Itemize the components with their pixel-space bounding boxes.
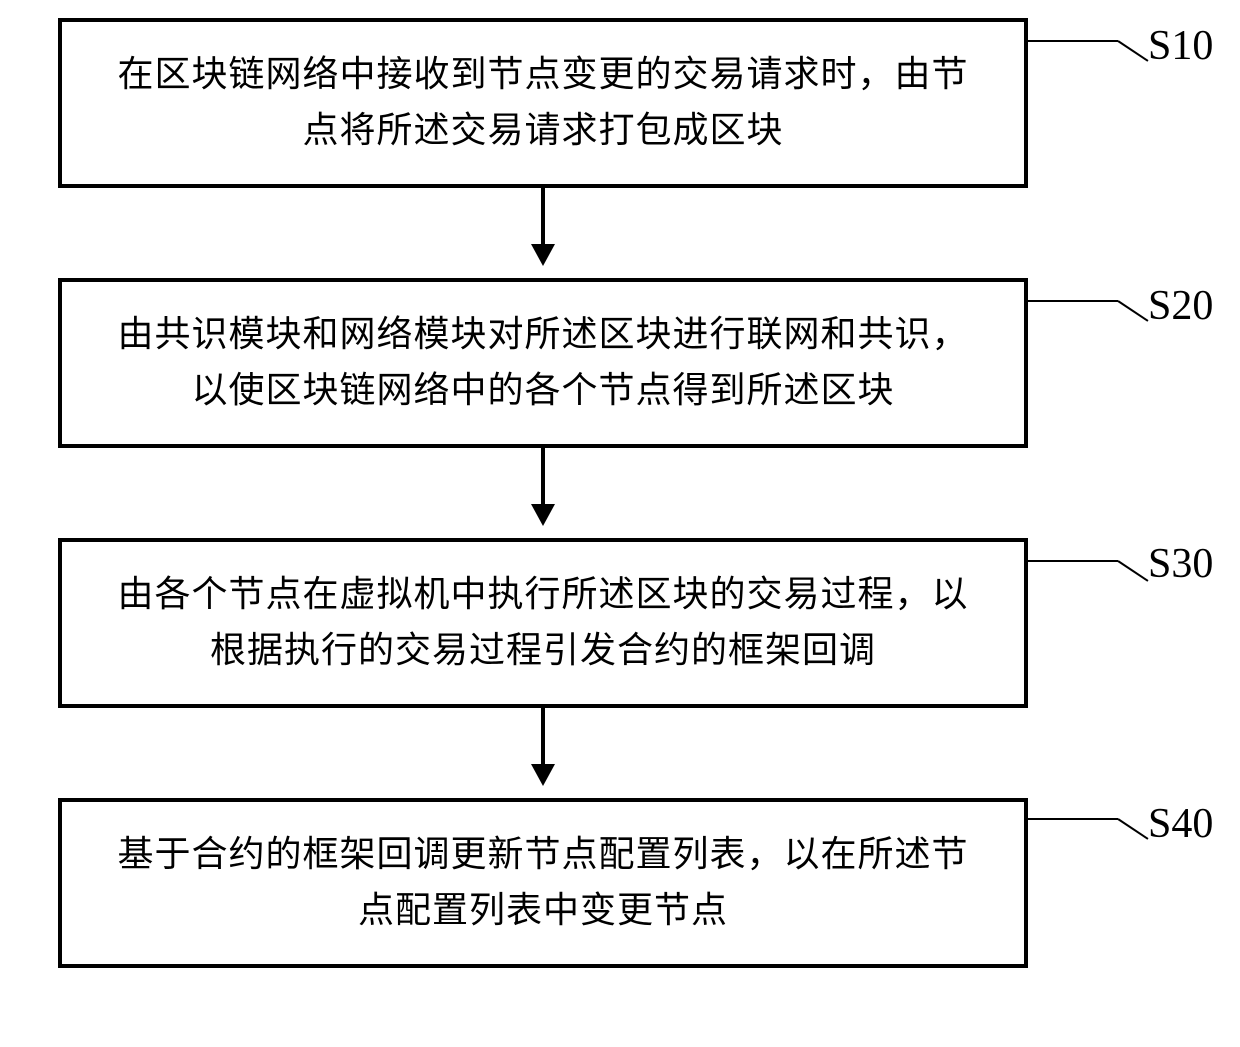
connector-line: [1028, 818, 1118, 820]
step-label: S40: [1148, 800, 1213, 848]
step-box: 在区块链网络中接收到节点变更的交易请求时，由节点将所述交易请求打包成区块: [58, 18, 1028, 188]
arrow-head-icon: [531, 244, 555, 266]
connector-line: [1028, 300, 1118, 302]
step-box: 由共识模块和网络模块对所述区块进行联网和共识，以使区块链网络中的各个节点得到所述…: [58, 278, 1028, 448]
step-label: S10: [1148, 22, 1213, 70]
connector-line: [1028, 560, 1118, 562]
step-text: 在区块链网络中接收到节点变更的交易请求时，由节点将所述交易请求打包成区块: [102, 47, 984, 159]
arrow-head-icon: [531, 504, 555, 526]
step-box: 由各个节点在虚拟机中执行所述区块的交易过程，以根据执行的交易过程引发合约的框架回…: [58, 538, 1028, 708]
step-text: 基于合约的框架回调更新节点配置列表，以在所述节点配置列表中变更节点: [102, 827, 984, 939]
step-text: 由共识模块和网络模块对所述区块进行联网和共识，以使区块链网络中的各个节点得到所述…: [102, 307, 984, 419]
step-box: 基于合约的框架回调更新节点配置列表，以在所述节点配置列表中变更节点: [58, 798, 1028, 968]
step-label: S30: [1148, 540, 1213, 588]
connector-line: [1117, 40, 1148, 62]
arrow-down-icon: [541, 188, 545, 244]
flowchart-diagram: 在区块链网络中接收到节点变更的交易请求时，由节点将所述交易请求打包成区块 S10…: [0, 0, 1240, 1047]
arrow-down-icon: [541, 708, 545, 764]
step-text: 由各个节点在虚拟机中执行所述区块的交易过程，以根据执行的交易过程引发合约的框架回…: [102, 567, 984, 679]
connector-line: [1117, 818, 1148, 840]
arrow-head-icon: [531, 764, 555, 786]
step-label: S20: [1148, 282, 1213, 330]
arrow-down-icon: [541, 448, 545, 504]
connector-line: [1117, 560, 1148, 582]
connector-line: [1117, 300, 1148, 322]
connector-line: [1028, 40, 1118, 42]
